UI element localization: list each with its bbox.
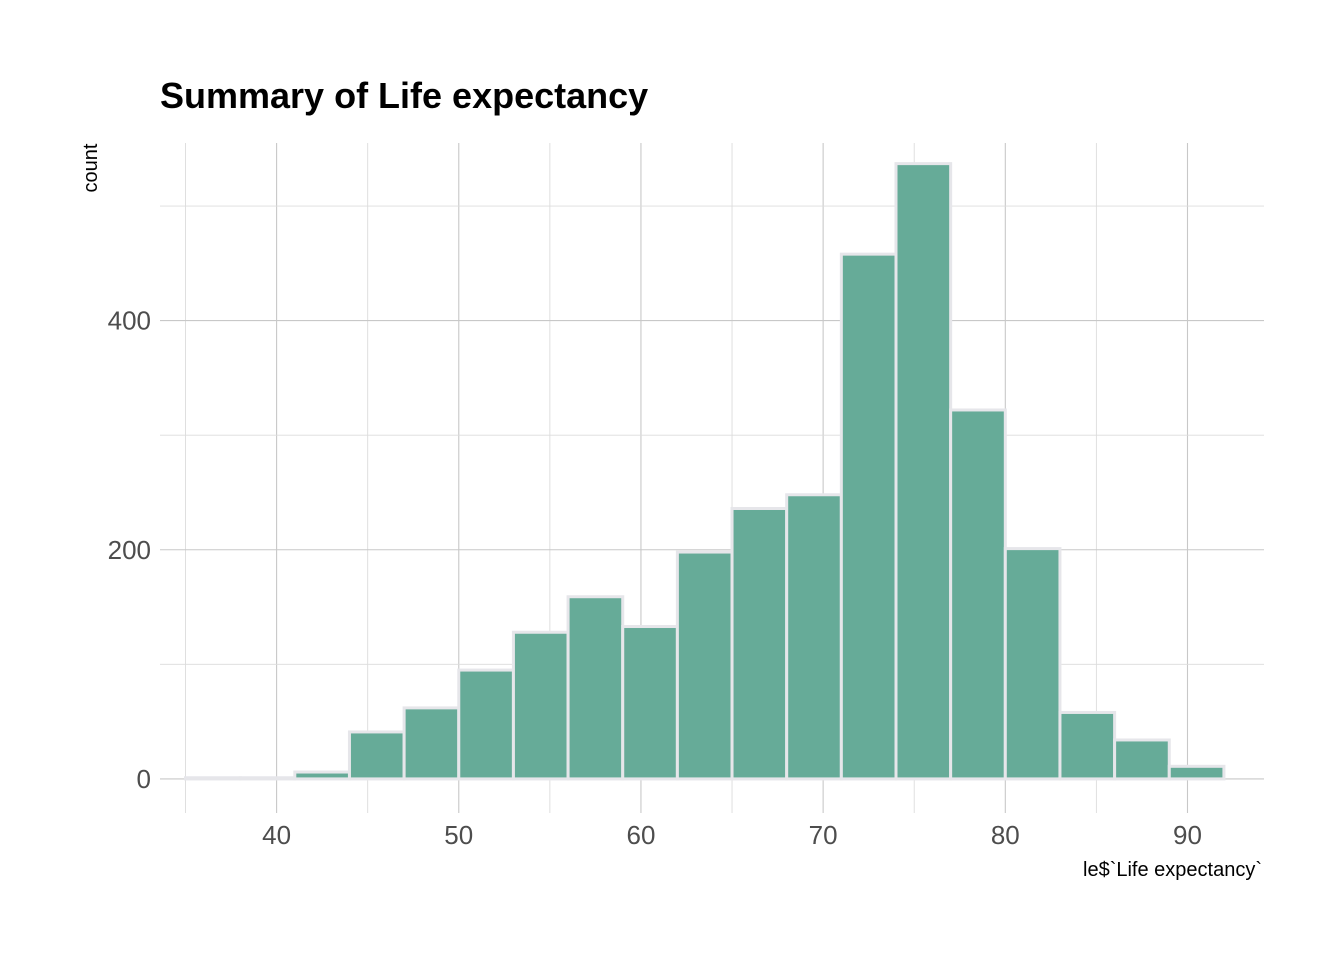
histogram-bar [1113,738,1171,781]
histogram-bar [675,550,734,781]
histogram-bar [347,730,406,781]
histogram-bars [184,162,1226,781]
histogram-bar [839,252,898,781]
histogram-bar [1058,710,1117,781]
histogram-bar [457,668,515,781]
histogram-bar [1003,547,1062,781]
histogram-bar [949,408,1007,781]
histogram-bar [293,770,351,781]
x-tick-label: 60 [626,820,655,850]
y-tick-label: 200 [108,535,151,565]
x-tick-label: 40 [262,820,291,850]
histogram-bar [184,776,242,781]
y-axis-label: count [80,143,102,192]
histogram-bar [621,625,679,781]
histogram-bar [785,493,843,781]
x-tick-label: 90 [1173,820,1202,850]
histogram-bar [238,776,297,781]
x-tick-labels: 40 50 60 70 80 90 [262,820,1202,850]
chart-title: Summary of Life expectancy [160,75,648,116]
histogram-bar [730,507,789,781]
histogram-bar [402,706,461,781]
x-axis-label: le$`Life expectancy` [1083,859,1262,881]
y-tick-labels: 0 200 400 [108,306,151,794]
x-tick-label: 80 [991,820,1020,850]
y-tick-label: 0 [137,764,151,794]
histogram-bar [894,162,953,781]
x-tick-label: 50 [444,820,473,850]
x-tick-label: 70 [809,820,838,850]
y-tick-label: 400 [108,306,151,336]
histogram-bar [1167,764,1226,781]
histogram-bar [511,630,570,781]
histogram-bar [566,595,625,781]
